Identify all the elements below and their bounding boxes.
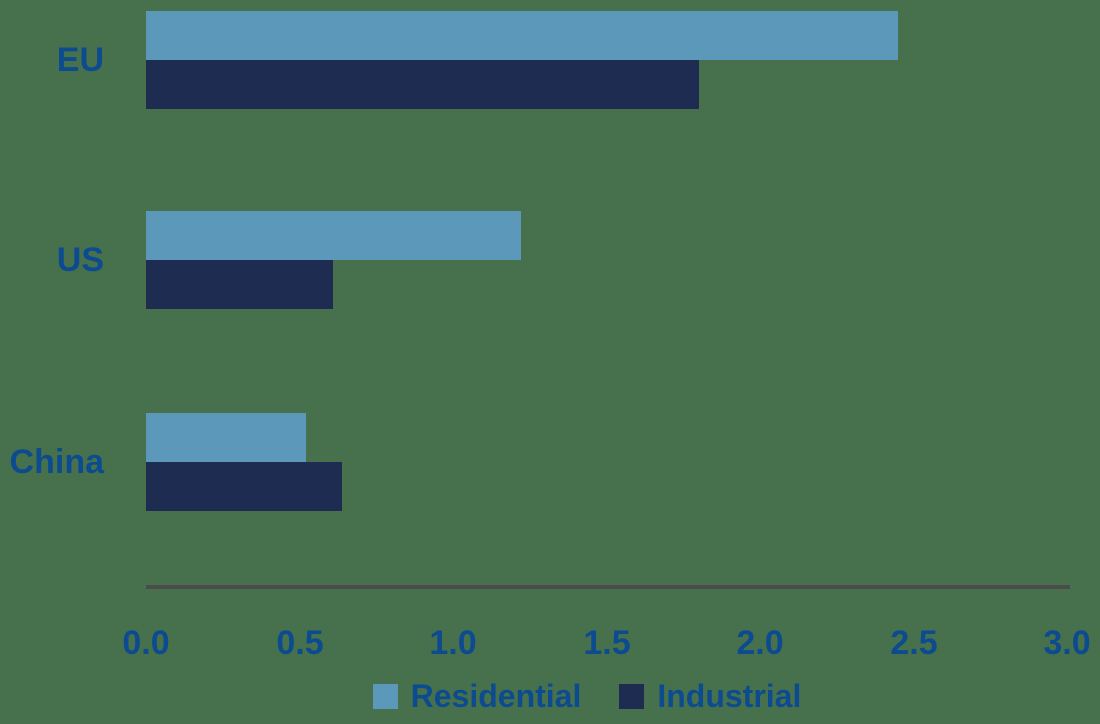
legend-swatch-industrial bbox=[619, 683, 645, 709]
x-tick-label: 3.0 bbox=[1043, 624, 1091, 662]
x-tick-label: 2.5 bbox=[890, 624, 938, 662]
x-tick-label: 0.0 bbox=[122, 624, 170, 662]
x-tick-label: 2.0 bbox=[736, 624, 784, 662]
bar-industrial-us bbox=[146, 260, 333, 309]
legend-label: Residential bbox=[410, 678, 582, 714]
bar-industrial-eu bbox=[146, 60, 699, 109]
y-category-label: EU bbox=[56, 41, 104, 79]
legend-item-residential: Residential bbox=[372, 678, 582, 714]
x-tick-label: 0.5 bbox=[276, 624, 324, 662]
y-category-label: US bbox=[56, 241, 104, 279]
legend-label: Industrial bbox=[657, 678, 802, 714]
bar-residential-eu bbox=[146, 11, 898, 60]
bar-residential-china bbox=[146, 413, 306, 462]
y-category-label: China bbox=[9, 443, 104, 481]
legend-item-industrial: Industrial bbox=[619, 680, 801, 712]
x-axis-line bbox=[146, 585, 1070, 589]
legend: Residential Industrial bbox=[74, 676, 1100, 716]
bar-industrial-china bbox=[146, 462, 342, 511]
x-tick-label: 1.5 bbox=[583, 624, 631, 662]
bar-residential-us bbox=[146, 211, 521, 260]
x-tick-label: 1.0 bbox=[429, 624, 477, 662]
legend-swatch-residential bbox=[372, 683, 398, 709]
